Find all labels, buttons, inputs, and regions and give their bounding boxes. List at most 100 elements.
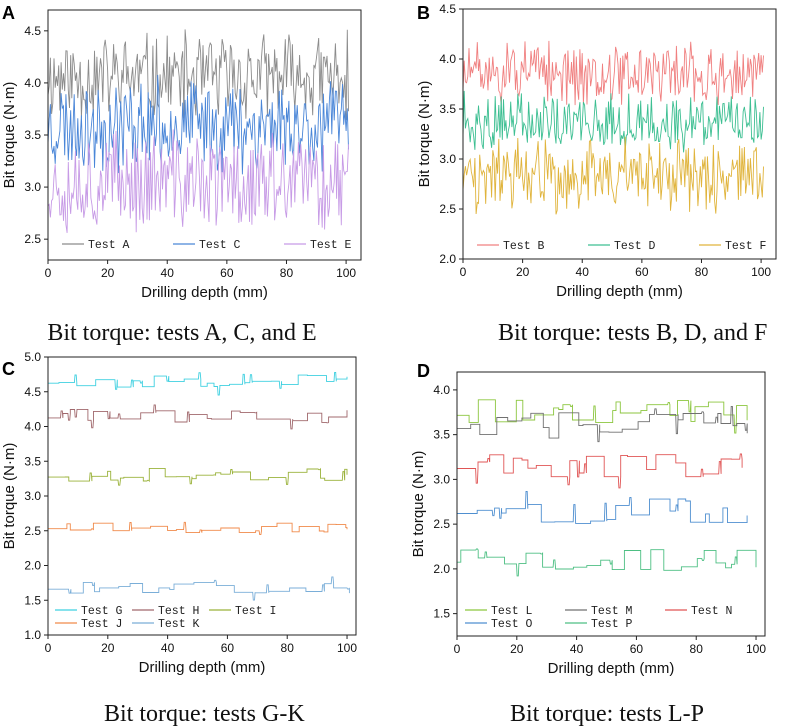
legend-item: Test B [477, 240, 545, 253]
legend-item: Test D [588, 240, 656, 253]
legend-label: Test J [81, 618, 122, 631]
legend-label: Test I [235, 605, 276, 618]
y-tick-label: 2.5 [433, 517, 450, 531]
y-tick-label: 2.0 [433, 562, 450, 576]
chart-panel-c: C 0 20 40 60 80 100 1.0 1.5 2.0 2.5 3.0 3.5 4.0 4.5 5.0… [1, 350, 357, 727]
legend-item: Test M [565, 605, 633, 618]
series-line-test-c [48, 74, 349, 175]
y-tick-label: 4.0 [433, 383, 450, 397]
y-axis-label: Bit torque (N·m) [1, 443, 18, 550]
x-tick-label: 0 [45, 266, 52, 280]
x-tick-label: 100 [336, 266, 356, 280]
x-tick-label: 80 [281, 641, 295, 655]
chart-panel-d: D 0 20 40 60 80 100 1.5 2.0 2.5 3.0 3.5 4.0 Drilling … [410, 361, 766, 727]
x-axis-label: Drilling depth (mm) [139, 659, 266, 676]
legend-label: Test A [88, 239, 130, 252]
series-line-test-f [463, 136, 764, 215]
legend-item: Test O [465, 618, 533, 631]
series-line-test-l [457, 399, 748, 434]
legend-item: Test J [55, 618, 122, 631]
x-tick-label: 100 [337, 641, 357, 655]
legend-label: Test F [725, 240, 767, 253]
x-tick-label: 60 [630, 642, 644, 656]
panel-caption: Bit torque: tests G-K [104, 701, 305, 727]
y-tick-label: 3.5 [24, 128, 41, 142]
y-tick-label: 3.5 [24, 454, 41, 468]
x-tick-label: 60 [221, 641, 235, 655]
y-tick-label: 2.5 [439, 202, 456, 216]
y-tick-label: 3.0 [24, 489, 41, 503]
x-tick-label: 0 [45, 641, 52, 655]
x-tick-label: 20 [516, 265, 530, 279]
y-tick-label: 4.5 [439, 2, 456, 16]
y-tick-label: 2.0 [24, 559, 41, 573]
x-tick-label: 60 [220, 266, 234, 280]
series-line-test-k [48, 576, 350, 601]
series-line-test-m [457, 405, 748, 443]
y-axis-label: Bit torque (N·m) [410, 451, 427, 558]
panel-caption: Bit torque: tests B, D, and F [498, 320, 767, 346]
x-tick-label: 20 [101, 266, 115, 280]
y-tick-label: 1.0 [24, 628, 41, 642]
series-line-test-p [457, 548, 757, 577]
legend-label: Test G [81, 605, 123, 618]
panel-caption: Bit torque: tests L-P [510, 701, 704, 727]
x-tick-label: 60 [635, 265, 649, 279]
legend-item: Test F [699, 240, 767, 253]
legend-label: Test E [310, 239, 352, 252]
y-tick-label: 4.0 [24, 76, 41, 90]
legend-label: Test D [614, 240, 656, 253]
x-tick-label: 40 [161, 266, 175, 280]
y-tick-label: 3.0 [439, 152, 456, 166]
legend-label: Test B [503, 240, 545, 253]
panel-caption: Bit torque: tests A, C, and E [47, 320, 316, 346]
x-tick-label: 80 [695, 265, 709, 279]
panel-label: B [417, 3, 430, 23]
x-tick-label: 80 [280, 266, 294, 280]
legend-item: Test G [55, 605, 123, 618]
panel-label: D [417, 361, 430, 381]
x-tick-label: 20 [101, 641, 115, 655]
series-line-test-h [48, 404, 348, 430]
x-tick-label: 80 [690, 642, 704, 656]
plot-frame [462, 8, 777, 260]
legend-label: Test P [591, 618, 633, 631]
y-tick-label: 1.5 [24, 593, 41, 607]
x-tick-label: 40 [570, 642, 584, 656]
y-tick-label: 3.0 [24, 180, 41, 194]
x-tick-label: 100 [746, 642, 766, 656]
legend-item: Test I [209, 605, 276, 618]
y-tick-label: 3.0 [433, 472, 450, 486]
panel-label: A [2, 3, 15, 23]
x-axis-label: Drilling depth (mm) [556, 283, 683, 300]
legend-label: Test N [691, 605, 732, 618]
y-axis-label: Bit torque (N·m) [1, 82, 18, 189]
legend-item: Test E [284, 239, 352, 252]
y-tick-label: 5.0 [24, 350, 41, 364]
x-axis-label: Drilling depth (mm) [548, 660, 675, 677]
x-tick-label: 100 [751, 265, 771, 279]
x-tick-label: 0 [454, 642, 461, 656]
series-line-test-b [463, 40, 764, 106]
x-tick-label: 0 [460, 265, 467, 279]
legend-label: Test M [591, 605, 633, 618]
series-line-test-g [48, 372, 348, 396]
y-tick-label: 4.5 [24, 385, 41, 399]
series-line-test-d [463, 90, 764, 153]
legend-item: Test C [173, 239, 241, 252]
legend-label: Test C [199, 239, 241, 252]
legend-item: Test N [665, 605, 732, 618]
y-tick-label: 2.5 [24, 232, 41, 246]
y-tick-label: 4.5 [24, 24, 41, 38]
y-tick-label: 4.0 [439, 52, 456, 66]
series-line-test-e [48, 129, 349, 233]
plot-frame [456, 371, 766, 637]
chart-panel-a: A 0 20 40 60 80 100 2.5 3.0 3.5 4.0 4.5 Drilling dep… [1, 3, 362, 346]
x-tick-label: 40 [161, 641, 175, 655]
y-tick-label: 2.0 [439, 252, 456, 266]
y-tick-label: 1.5 [433, 607, 450, 621]
legend-item: Test L [465, 605, 533, 618]
x-axis-label: Drilling depth (mm) [141, 284, 268, 301]
y-axis-label: Bit torque (N·m) [416, 81, 433, 188]
